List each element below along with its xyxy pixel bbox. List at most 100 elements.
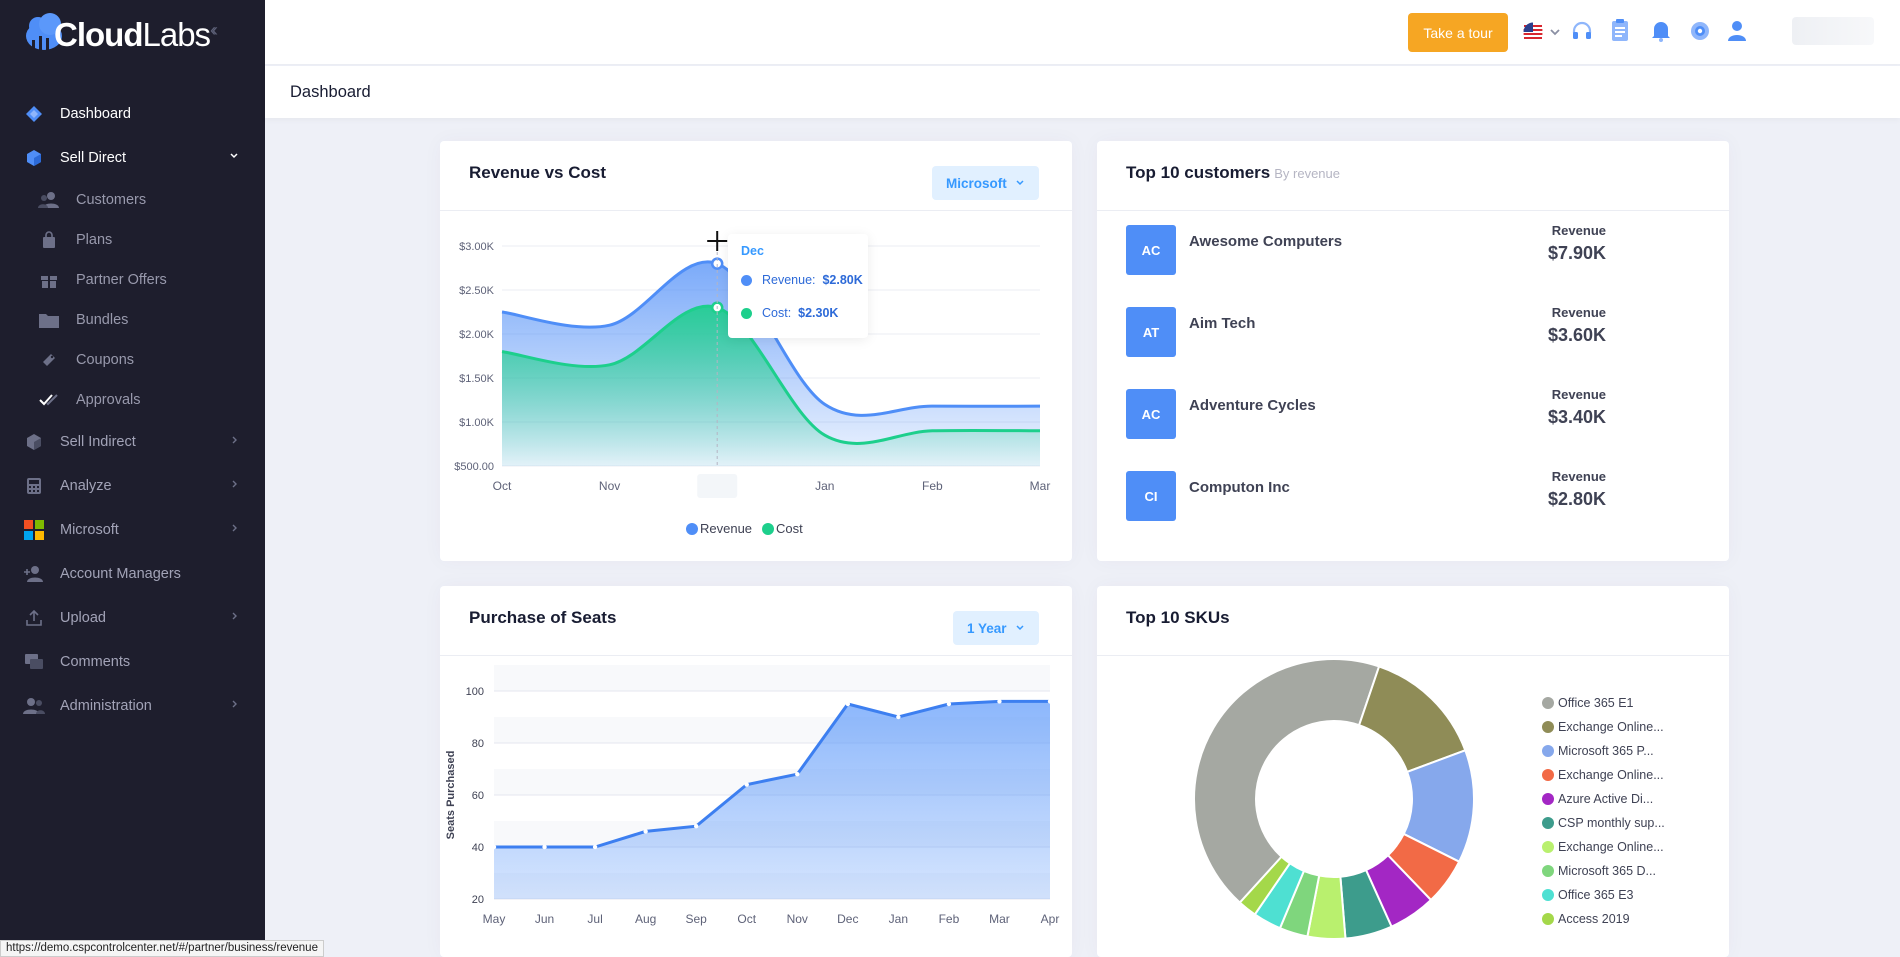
period-filter-dropdown[interactable]: 1 Year: [953, 611, 1039, 645]
legend-item[interactable]: Exchange Online...: [1542, 763, 1665, 787]
legend-label: Office 365 E3: [1558, 888, 1634, 902]
card-title: Top 10 SKUs: [1126, 608, 1230, 627]
tooltip-cost-value: $2.30K: [798, 306, 839, 320]
sidebar-item-label: Plans: [76, 232, 113, 248]
legend-label: Exchange Online...: [1558, 720, 1664, 734]
sidebar-item-label: Coupons: [76, 352, 135, 368]
sidebar-item-label: Account Managers: [60, 566, 181, 582]
revenue-value: $7.90K: [1547, 243, 1606, 263]
sidebar-item-customers[interactable]: Customers: [0, 180, 265, 220]
subheader: Dashboard: [265, 66, 1900, 118]
sidebar-item-label: Administration: [60, 698, 152, 714]
vendor-filter-dropdown[interactable]: Microsoft: [932, 166, 1039, 200]
legend-item[interactable]: CSP monthly sup...: [1542, 811, 1665, 835]
revenue-value: $3.60K: [1547, 325, 1606, 345]
tooltip-month: Dec: [741, 244, 764, 258]
customer-row[interactable]: AC Awesome Computers Revenue $7.90K: [1126, 223, 1666, 277]
sidebar-item-analyze[interactable]: Analyze: [0, 464, 265, 508]
box-icon: [22, 430, 46, 454]
cloud-logo-icon: [26, 13, 62, 50]
legend-label-cost: Cost: [776, 521, 803, 536]
logo[interactable]: CloudLabs: [22, 10, 262, 56]
chevron-right-icon: [232, 480, 237, 488]
sidebar-item-bundles[interactable]: Bundles: [0, 300, 265, 340]
cube-icon: [22, 146, 46, 170]
sidebar-item-approvals[interactable]: Approvals: [0, 380, 265, 420]
tooltip-revenue-row: Revenue: $2.80K: [741, 273, 863, 287]
legend-item[interactable]: Exchange Online...: [1542, 835, 1665, 859]
clipboard-icon[interactable]: [1610, 18, 1630, 47]
revenue-label: Revenue: [1551, 387, 1606, 402]
x-tick-label: Mar: [1030, 479, 1051, 493]
revenue-vs-cost-card: Revenue vs Cost Microsoft $3.00K $2.50K $2…: [440, 141, 1072, 561]
legend-dot-icon: [1542, 889, 1554, 901]
y-tick-label: 80: [472, 738, 484, 750]
upload-icon: [22, 606, 46, 630]
chevron-right-icon: [232, 700, 237, 708]
take-a-tour-button[interactable]: Take a tour: [1408, 13, 1508, 52]
customer-row[interactable]: AC Adventure Cycles Revenue $3.40K: [1126, 387, 1666, 441]
x-tick-label: Feb: [922, 479, 943, 493]
sidebar-item-comments[interactable]: Comments: [0, 640, 265, 684]
customer-avatar: AT: [1126, 307, 1176, 357]
customer-row[interactable]: CI Computon Inc Revenue $2.80K: [1126, 469, 1666, 523]
revenue-label: Revenue: [1551, 223, 1606, 238]
legend-item[interactable]: Microsoft 365 D...: [1542, 859, 1665, 883]
customer-row[interactable]: AT Aim Tech Revenue $3.60K: [1126, 305, 1666, 359]
sidebar-item-label: Partner Offers: [76, 272, 167, 288]
tooltip-cost-label: Cost:: [762, 306, 792, 320]
legend-item[interactable]: Office 365 E1: [1542, 691, 1665, 715]
legend-item[interactable]: Office 365 E3: [1542, 883, 1665, 907]
sidebar-item-sell-indirect[interactable]: Sell Indirect: [0, 420, 265, 464]
chevron-right-icon: [232, 436, 237, 444]
data-point: [693, 824, 699, 829]
tooltip-revenue-label: Revenue:: [762, 273, 816, 287]
seats-chart: 20 40 60 80 100 May Jun Jul Aug Sep Oct Nov Dec Jan Fe…: [445, 665, 1059, 926]
y-tick-label: $1.00K: [459, 417, 495, 429]
purchase-of-seats-card: Purchase of Seats 1 Year 20 40 60 80 100 May J…: [440, 586, 1072, 957]
brand-name: CloudLabs: [54, 16, 211, 53]
user-name-placeholder[interactable]: [1792, 17, 1874, 45]
page-title: Dashboard: [290, 83, 371, 101]
collapse-sidebar-icon[interactable]: ‹‹: [210, 20, 218, 40]
x-tick-label: Aug: [635, 912, 656, 926]
series-line-cost: [501, 304, 1041, 445]
card-title: Purchase of Seats: [469, 608, 617, 627]
sidebar-item-coupons[interactable]: Coupons: [0, 340, 265, 380]
sidebar-item-partner-offers[interactable]: Partner Offers: [0, 260, 265, 300]
bag-icon: [38, 229, 60, 251]
language-selector[interactable]: [1523, 22, 1560, 47]
customer-avatar: AC: [1126, 225, 1176, 275]
sidebar-item-account-managers[interactable]: Account Managers: [0, 552, 265, 596]
x-tick-label: Jan: [889, 912, 908, 926]
dropdown-label: Microsoft: [946, 175, 1007, 191]
sidebar-item-sell-direct[interactable]: Sell Direct: [0, 136, 265, 180]
dashboard-icon: [22, 102, 46, 126]
legend-item[interactable]: Exchange Online...: [1542, 715, 1665, 739]
top-customers-card: Top 10 customers By revenue AC Awesome Co…: [1097, 141, 1729, 561]
sidebar-item-label: Approvals: [76, 392, 141, 408]
customer-name: Computon Inc: [1189, 479, 1290, 496]
card-title: Revenue vs Cost: [469, 163, 606, 182]
sidebar-item-dashboard[interactable]: Dashboard: [0, 92, 265, 136]
sidebar-item-administration[interactable]: Administration: [0, 684, 265, 728]
sidebar-item-plans[interactable]: Plans: [0, 220, 265, 260]
us-flag-icon: [1523, 22, 1543, 42]
card-header: Purchase of Seats 1 Year: [440, 586, 1072, 656]
legend-item[interactable]: Microsoft 365 P...: [1542, 739, 1665, 763]
legend-item[interactable]: Access 2019: [1542, 907, 1665, 931]
notifications-bell-icon[interactable]: [1651, 20, 1671, 47]
y-tick-label: $3.00K: [459, 241, 495, 253]
sidebar-item-microsoft[interactable]: Microsoft: [0, 508, 265, 552]
support-headset-icon[interactable]: [1571, 20, 1593, 47]
y-tick-label: 40: [472, 842, 484, 854]
data-point: [491, 844, 497, 850]
sidebar-item-upload[interactable]: Upload: [0, 596, 265, 640]
x-tick-label: May: [483, 912, 506, 926]
legend-item[interactable]: Azure Active Di...: [1542, 787, 1665, 811]
user-profile-icon[interactable]: [1727, 20, 1747, 47]
revenue-cost-chart: $3.00K $2.50K $2.00K $1.50K $1.00K $500.00 Oct…: [454, 231, 1051, 536]
customer-avatar: CI: [1126, 471, 1176, 521]
legend-label: Microsoft 365 D...: [1558, 864, 1656, 878]
settings-gear-icon[interactable]: [1689, 20, 1711, 47]
